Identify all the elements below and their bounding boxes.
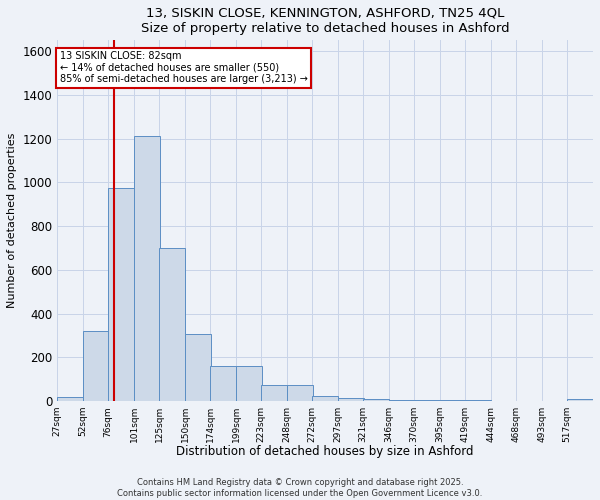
Bar: [261, 384, 287, 401]
Bar: [465, 400, 491, 401]
Bar: [185, 334, 211, 401]
Bar: [57, 396, 83, 401]
Bar: [338, 398, 364, 401]
Bar: [414, 400, 440, 401]
Bar: [312, 396, 338, 401]
Bar: [389, 400, 415, 401]
Bar: [134, 136, 160, 401]
Bar: [83, 331, 109, 401]
Bar: [236, 366, 262, 401]
Text: 13 SISKIN CLOSE: 82sqm
← 14% of detached houses are smaller (550)
85% of semi-de: 13 SISKIN CLOSE: 82sqm ← 14% of detached…: [60, 51, 308, 84]
Bar: [287, 384, 313, 401]
Title: 13, SISKIN CLOSE, KENNINGTON, ASHFORD, TN25 4QL
Size of property relative to det: 13, SISKIN CLOSE, KENNINGTON, ASHFORD, T…: [141, 7, 509, 35]
Bar: [363, 400, 389, 401]
Bar: [108, 188, 134, 401]
Y-axis label: Number of detached properties: Number of detached properties: [7, 133, 17, 308]
Bar: [440, 400, 466, 401]
Bar: [210, 366, 236, 401]
X-axis label: Distribution of detached houses by size in Ashford: Distribution of detached houses by size …: [176, 445, 474, 458]
Bar: [159, 248, 185, 401]
Text: Contains HM Land Registry data © Crown copyright and database right 2025.
Contai: Contains HM Land Registry data © Crown c…: [118, 478, 482, 498]
Bar: [567, 400, 593, 401]
